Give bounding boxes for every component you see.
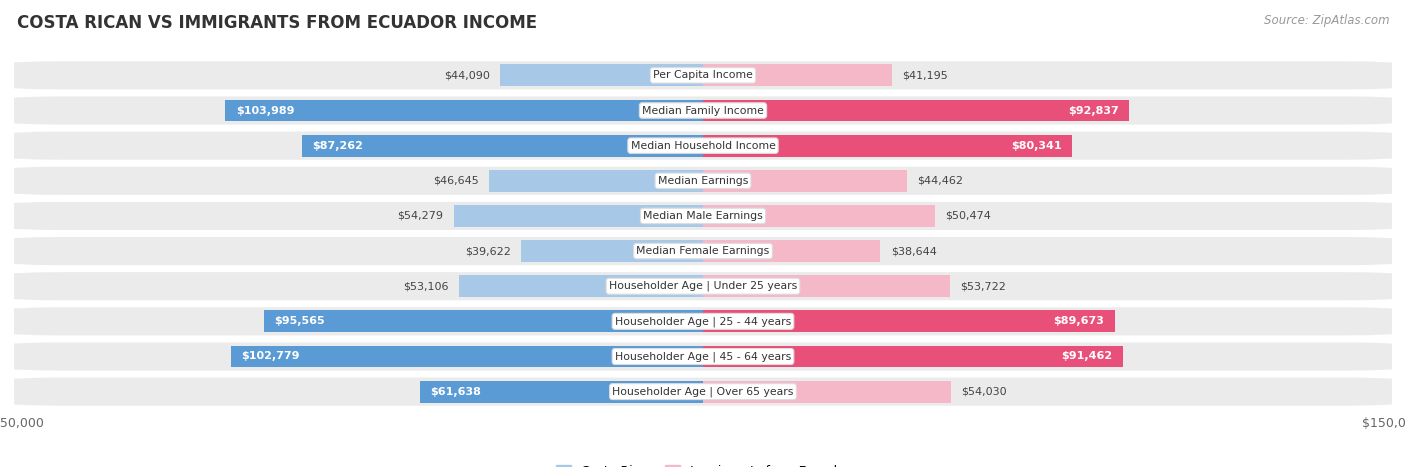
Text: $50,474: $50,474 xyxy=(945,211,991,221)
Text: $53,106: $53,106 xyxy=(404,281,449,291)
Bar xyxy=(225,99,703,121)
Bar xyxy=(420,381,703,403)
Text: Householder Age | Under 25 years: Householder Age | Under 25 years xyxy=(609,281,797,291)
Text: $54,279: $54,279 xyxy=(398,211,443,221)
Text: Median Family Income: Median Family Income xyxy=(643,106,763,115)
Text: $103,989: $103,989 xyxy=(236,106,294,115)
Text: Median Earnings: Median Earnings xyxy=(658,176,748,186)
FancyBboxPatch shape xyxy=(7,60,1399,91)
Text: $41,195: $41,195 xyxy=(903,71,948,80)
Bar xyxy=(522,240,703,262)
Text: Per Capita Income: Per Capita Income xyxy=(652,71,754,80)
Text: $92,837: $92,837 xyxy=(1069,106,1119,115)
Bar xyxy=(703,135,1071,156)
Bar xyxy=(703,311,1115,332)
FancyBboxPatch shape xyxy=(7,341,1399,372)
Text: $61,638: $61,638 xyxy=(430,387,481,396)
Text: Householder Age | 45 - 64 years: Householder Age | 45 - 64 years xyxy=(614,351,792,362)
Text: Median Male Earnings: Median Male Earnings xyxy=(643,211,763,221)
Text: $95,565: $95,565 xyxy=(274,316,325,326)
Bar xyxy=(703,99,1129,121)
Bar xyxy=(703,170,907,191)
Bar xyxy=(231,346,703,368)
FancyBboxPatch shape xyxy=(7,200,1399,231)
Legend: Costa Rican, Immigrants from Ecuador: Costa Rican, Immigrants from Ecuador xyxy=(551,460,855,467)
Bar xyxy=(703,346,1123,368)
FancyBboxPatch shape xyxy=(7,165,1399,196)
Text: $44,090: $44,090 xyxy=(444,71,491,80)
Text: $39,622: $39,622 xyxy=(465,246,510,256)
Bar xyxy=(703,64,893,86)
Text: COSTA RICAN VS IMMIGRANTS FROM ECUADOR INCOME: COSTA RICAN VS IMMIGRANTS FROM ECUADOR I… xyxy=(17,14,537,32)
Text: $54,030: $54,030 xyxy=(962,387,1007,396)
Text: $91,462: $91,462 xyxy=(1062,352,1112,361)
Text: $44,462: $44,462 xyxy=(918,176,963,186)
Text: Median Female Earnings: Median Female Earnings xyxy=(637,246,769,256)
Bar xyxy=(703,276,949,297)
Text: $53,722: $53,722 xyxy=(960,281,1005,291)
FancyBboxPatch shape xyxy=(7,271,1399,302)
Text: Householder Age | 25 - 44 years: Householder Age | 25 - 44 years xyxy=(614,316,792,326)
FancyBboxPatch shape xyxy=(7,130,1399,161)
Text: $80,341: $80,341 xyxy=(1011,141,1062,151)
Text: $46,645: $46,645 xyxy=(433,176,478,186)
FancyBboxPatch shape xyxy=(7,306,1399,337)
Text: Median Household Income: Median Household Income xyxy=(630,141,776,151)
FancyBboxPatch shape xyxy=(7,236,1399,267)
Text: Source: ZipAtlas.com: Source: ZipAtlas.com xyxy=(1264,14,1389,27)
Text: $89,673: $89,673 xyxy=(1053,316,1105,326)
Text: $87,262: $87,262 xyxy=(312,141,363,151)
Bar xyxy=(501,64,703,86)
Bar xyxy=(302,135,703,156)
FancyBboxPatch shape xyxy=(7,95,1399,126)
Text: $38,644: $38,644 xyxy=(891,246,936,256)
Bar xyxy=(703,381,950,403)
Text: $102,779: $102,779 xyxy=(242,352,299,361)
Bar xyxy=(460,276,703,297)
Bar xyxy=(454,205,703,227)
Text: Householder Age | Over 65 years: Householder Age | Over 65 years xyxy=(612,386,794,397)
FancyBboxPatch shape xyxy=(7,376,1399,407)
Bar xyxy=(703,205,935,227)
Bar xyxy=(489,170,703,191)
Bar xyxy=(703,240,880,262)
Bar xyxy=(264,311,703,332)
